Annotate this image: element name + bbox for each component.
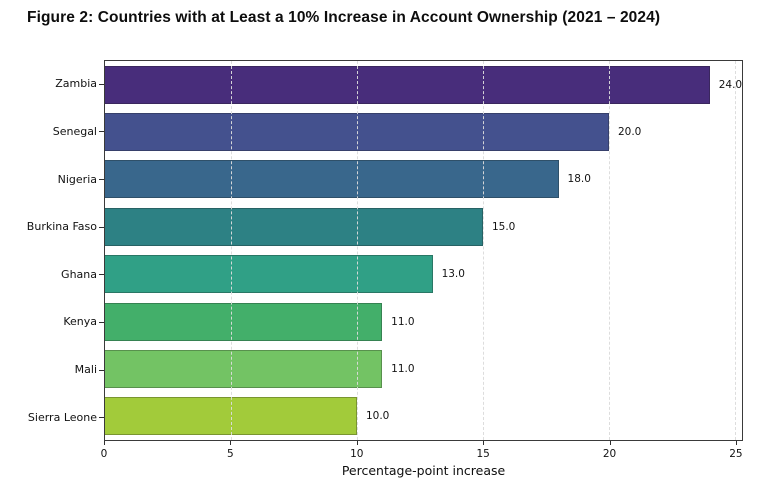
- bar-row-senegal: 20.0: [105, 108, 742, 155]
- bar-row-sierra-leone: 10.0: [105, 393, 742, 440]
- value-label-mali: 11.0: [391, 362, 415, 375]
- y-label-nigeria: Nigeria: [57, 172, 97, 186]
- y-label-mali: Mali: [74, 363, 97, 377]
- y-label-sierra-leone: Sierra Leone: [27, 410, 97, 424]
- y-tick-mali: [99, 369, 104, 371]
- x-tick-label-10: 10: [350, 448, 364, 460]
- value-label-burkina-faso: 15.0: [491, 220, 516, 233]
- y-label-senegal: Senegal: [52, 124, 97, 138]
- y-tick-sierra-leone: [99, 417, 104, 419]
- y-label-kenya: Kenya: [63, 315, 97, 329]
- y-tick-kenya: [99, 321, 104, 323]
- bar-row-nigeria: 18.0: [105, 156, 742, 203]
- x-tick-25: [735, 441, 737, 445]
- bar-burkina-faso: [105, 207, 483, 246]
- gridline-x-15: [482, 61, 484, 440]
- bar-nigeria: [105, 160, 559, 199]
- bar-row-kenya: 11.0: [105, 298, 742, 345]
- x-tick-10: [356, 441, 358, 445]
- y-label-ghana: Ghana: [61, 267, 97, 281]
- y-label-zambia: Zambia: [55, 77, 97, 91]
- y-tick-senegal: [99, 131, 104, 133]
- plot-area: 24.0 20.0 18.0 15.0 13.0 11.0 11.0 10.0: [104, 60, 743, 441]
- bars-group: 24.0 20.0 18.0 15.0 13.0 11.0 11.0 10.0: [105, 61, 742, 440]
- x-tick-20: [609, 441, 611, 445]
- x-tick-label-5: 5: [227, 448, 234, 460]
- x-tick-label-25: 25: [729, 448, 743, 460]
- x-tick-label-15: 15: [476, 448, 490, 460]
- x-tick-label-0: 0: [100, 448, 108, 460]
- bar-row-zambia: 24.0: [105, 61, 742, 108]
- value-label-sierra-leone: 10.0: [365, 410, 390, 423]
- x-tick-0: [104, 441, 105, 445]
- value-label-ghana: 13.0: [441, 268, 465, 281]
- bar-zambia: [105, 65, 710, 104]
- x-tick-15: [483, 441, 485, 445]
- figure-title: Figure 2: Countries with at Least a 10% …: [27, 9, 661, 26]
- bar-kenya: [105, 302, 383, 341]
- bar-ghana: [105, 255, 433, 294]
- value-label-nigeria: 18.0: [567, 173, 591, 186]
- value-label-kenya: 11.0: [391, 315, 415, 328]
- gridline-x-25: [734, 61, 736, 440]
- y-label-burkina-faso: Burkina Faso: [26, 220, 97, 234]
- gridline-x-5: [230, 61, 232, 440]
- bar-row-ghana: 13.0: [105, 251, 742, 298]
- y-tick-burkina-faso: [99, 226, 104, 228]
- bar-row-burkina-faso: 15.0: [105, 203, 742, 250]
- bar-row-mali: 11.0: [105, 345, 742, 392]
- x-axis-title: Percentage-point increase: [341, 463, 506, 478]
- bar-mali: [105, 349, 383, 388]
- gridline-x-10: [356, 61, 358, 440]
- y-tick-nigeria: [99, 179, 104, 181]
- x-tick-label-20: 20: [602, 448, 617, 460]
- x-tick-5: [230, 441, 232, 445]
- y-axis-labels: Zambia Senegal Nigeria Burkina Faso Ghana Ken…: [0, 60, 97, 441]
- y-tick-ghana: [99, 274, 104, 276]
- y-tick-zambia: [99, 83, 104, 85]
- value-label-senegal: 20.0: [617, 126, 642, 139]
- value-label-zambia: 24.0: [718, 78, 743, 91]
- gridline-x-20: [608, 61, 610, 440]
